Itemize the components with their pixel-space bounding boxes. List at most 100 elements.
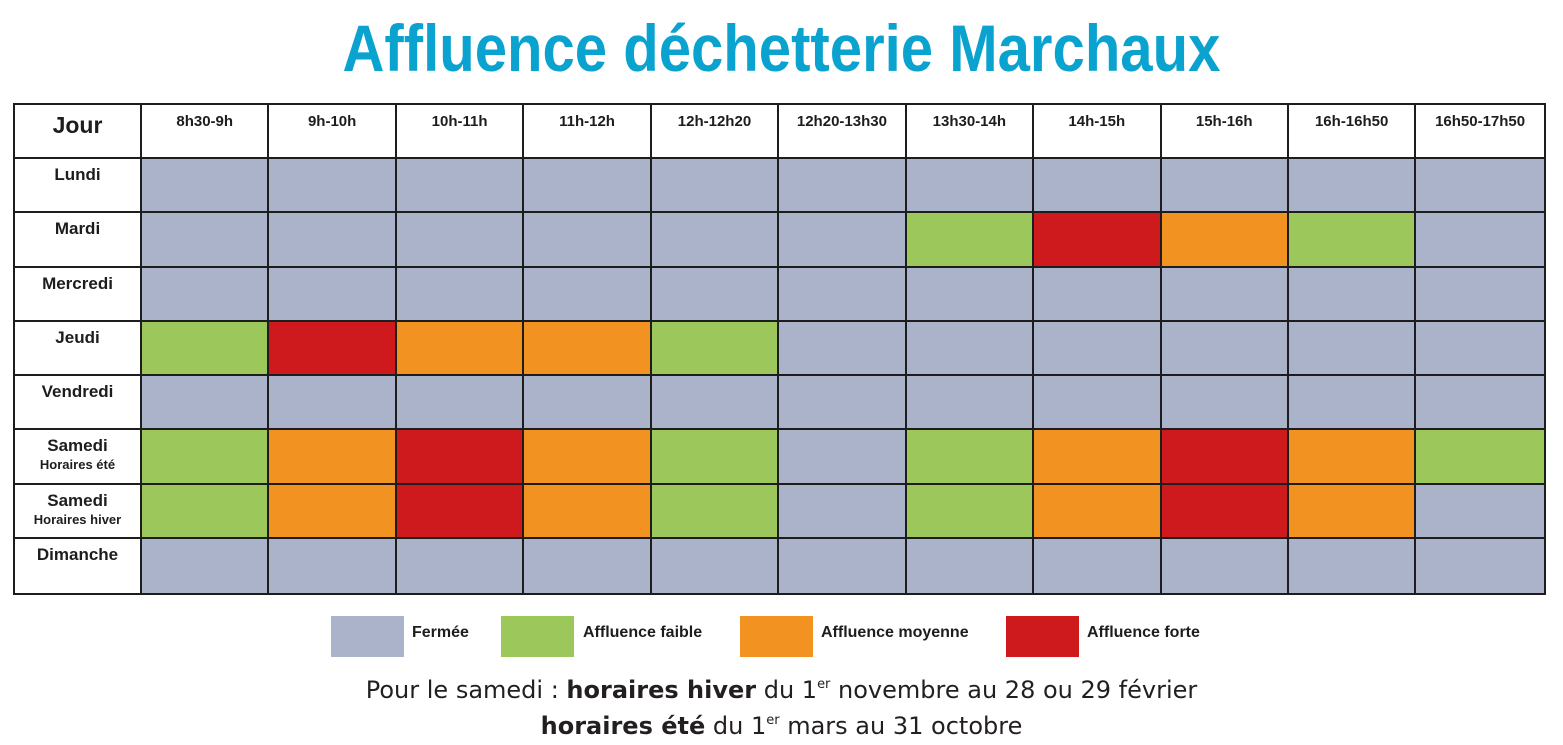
- heatmap-cell: [1288, 213, 1417, 268]
- heatmap-cell: [651, 159, 780, 214]
- column-header: 9h-10h: [269, 105, 397, 159]
- row-label: Samedi Horaires hiver: [15, 484, 142, 540]
- heatmap-cell: [651, 267, 780, 322]
- column-header: 10h-11h: [396, 105, 525, 159]
- heatmap-cell: [1288, 159, 1417, 214]
- note-summer-mid: du 1: [705, 712, 767, 740]
- legend-label: Affluence forte: [1087, 624, 1200, 641]
- row-label-day: Mardi: [54, 219, 101, 239]
- column-header: 13h30-14h: [906, 105, 1035, 159]
- heatmap-cell: [142, 159, 270, 214]
- heatmap-cell: [524, 376, 652, 431]
- heatmap-cell: [396, 376, 525, 431]
- heatmap-cell: [1288, 376, 1417, 431]
- heatmap-cell: [651, 539, 780, 594]
- heatmap-cell: [524, 267, 652, 322]
- heatmap-cell: [651, 376, 780, 431]
- heatmap-cell: [1034, 267, 1162, 322]
- heatmap-cell: [1288, 321, 1417, 377]
- heatmap-cell: [651, 213, 780, 268]
- heatmap-cell: [396, 539, 525, 594]
- row-label-day: Samedi: [47, 436, 108, 456]
- heatmap-cell: [1416, 484, 1544, 540]
- heatmap-cell: [779, 484, 907, 540]
- heatmap-cell: [142, 539, 270, 594]
- row-label: Mercredi: [15, 267, 142, 322]
- note-winter-sup: er: [817, 677, 831, 692]
- heatmap-cell: [142, 267, 270, 322]
- heatmap-cell: [1034, 321, 1162, 377]
- row-label-day: Lundi: [54, 165, 101, 184]
- note-summer-label: horaires été: [540, 712, 706, 740]
- row-label-schedule: Horaires été: [39, 457, 116, 473]
- heatmap-cell: [906, 213, 1035, 268]
- heatmap-cell: [269, 213, 397, 268]
- heatmap-cell: [142, 430, 270, 485]
- heatmap-cell: [906, 321, 1035, 377]
- heatmap-cell: [1161, 539, 1289, 594]
- heatmap-cell: [1034, 159, 1162, 214]
- legend-swatch: [740, 616, 813, 657]
- heatmap-cell: [1161, 159, 1289, 214]
- heatmap-cell: [269, 376, 397, 431]
- legend-swatch: [1006, 616, 1079, 657]
- column-header: 15h-16h: [1161, 105, 1289, 159]
- row-label-day: Vendredi: [41, 382, 114, 402]
- heatmap-cell: [1034, 539, 1162, 594]
- row-label: Vendredi: [15, 376, 142, 431]
- heatmap-cell: [1034, 430, 1162, 485]
- heatmap-cell: [1161, 430, 1289, 485]
- heatmap-cell: [1161, 321, 1289, 377]
- heatmap-cell: [1161, 213, 1289, 268]
- row-label-day: Jeudi: [55, 327, 100, 347]
- heatmap-cell: [1416, 267, 1544, 322]
- note-winter-label: horaires hiver: [566, 676, 757, 704]
- legend-label: Affluence faible: [583, 624, 703, 641]
- column-header: 16h-16h50: [1288, 105, 1417, 159]
- row-label: Samedi Horaires été: [15, 430, 142, 485]
- heatmap-cell: [524, 430, 652, 485]
- note-winter-mid: du 1: [756, 676, 818, 704]
- legend: Fermée Affluence faible Affluence moyenne A…: [0, 616, 1563, 658]
- legend-swatch: [331, 616, 404, 657]
- legend-label: Affluence moyenne: [821, 624, 969, 641]
- column-header: 14h-15h: [1034, 105, 1162, 159]
- row-label-day: Samedi: [47, 490, 108, 510]
- heatmap-cell: [1416, 321, 1544, 377]
- heatmap-cell: [779, 539, 907, 594]
- row-label-day: Dimanche: [36, 545, 119, 565]
- heatmap-cell: [396, 484, 525, 540]
- heatmap-cell: [779, 213, 907, 268]
- heatmap-cell: [1161, 484, 1289, 540]
- heatmap-cell: [779, 267, 907, 322]
- heatmap-cell: [396, 430, 525, 485]
- column-header: 8h30-9h: [142, 105, 270, 159]
- header-jour: Jour: [15, 105, 142, 159]
- heatmap-cell: [269, 159, 397, 214]
- note-summer-sup: er: [766, 713, 780, 728]
- heatmap-cell: [1288, 539, 1417, 594]
- row-label-day: Mercredi: [42, 273, 113, 293]
- note-line-1: Pour le samedi : horaires hiver du 1er n…: [0, 676, 1563, 704]
- heatmap-cell: [779, 430, 907, 485]
- legend-swatch: [501, 616, 574, 657]
- heatmap-cell: [396, 213, 525, 268]
- heatmap-cell: [1161, 267, 1289, 322]
- note-summer-range: mars au 31 octobre: [779, 712, 1023, 740]
- column-header: 12h20-13h30: [779, 105, 907, 159]
- legend-label: Fermée: [412, 624, 469, 641]
- page-title: Affluence déchetterie Marchaux: [342, 11, 1221, 85]
- heatmap-cell: [396, 267, 525, 322]
- note-prefix: Pour le samedi :: [365, 676, 567, 704]
- heatmap-cell: [142, 484, 270, 540]
- heatmap-cell: [396, 321, 525, 377]
- heatmap-cell: [651, 430, 780, 485]
- heatmap-cell: [524, 213, 652, 268]
- heatmap-cell: [524, 321, 652, 377]
- heatmap-cell: [1416, 539, 1544, 594]
- heatmap-cell: [1288, 267, 1417, 322]
- row-label-schedule: Horaires hiver: [33, 511, 122, 527]
- heatmap-cell: [269, 321, 397, 377]
- heatmap-cell: [1416, 159, 1544, 214]
- heatmap-cell: [524, 539, 652, 594]
